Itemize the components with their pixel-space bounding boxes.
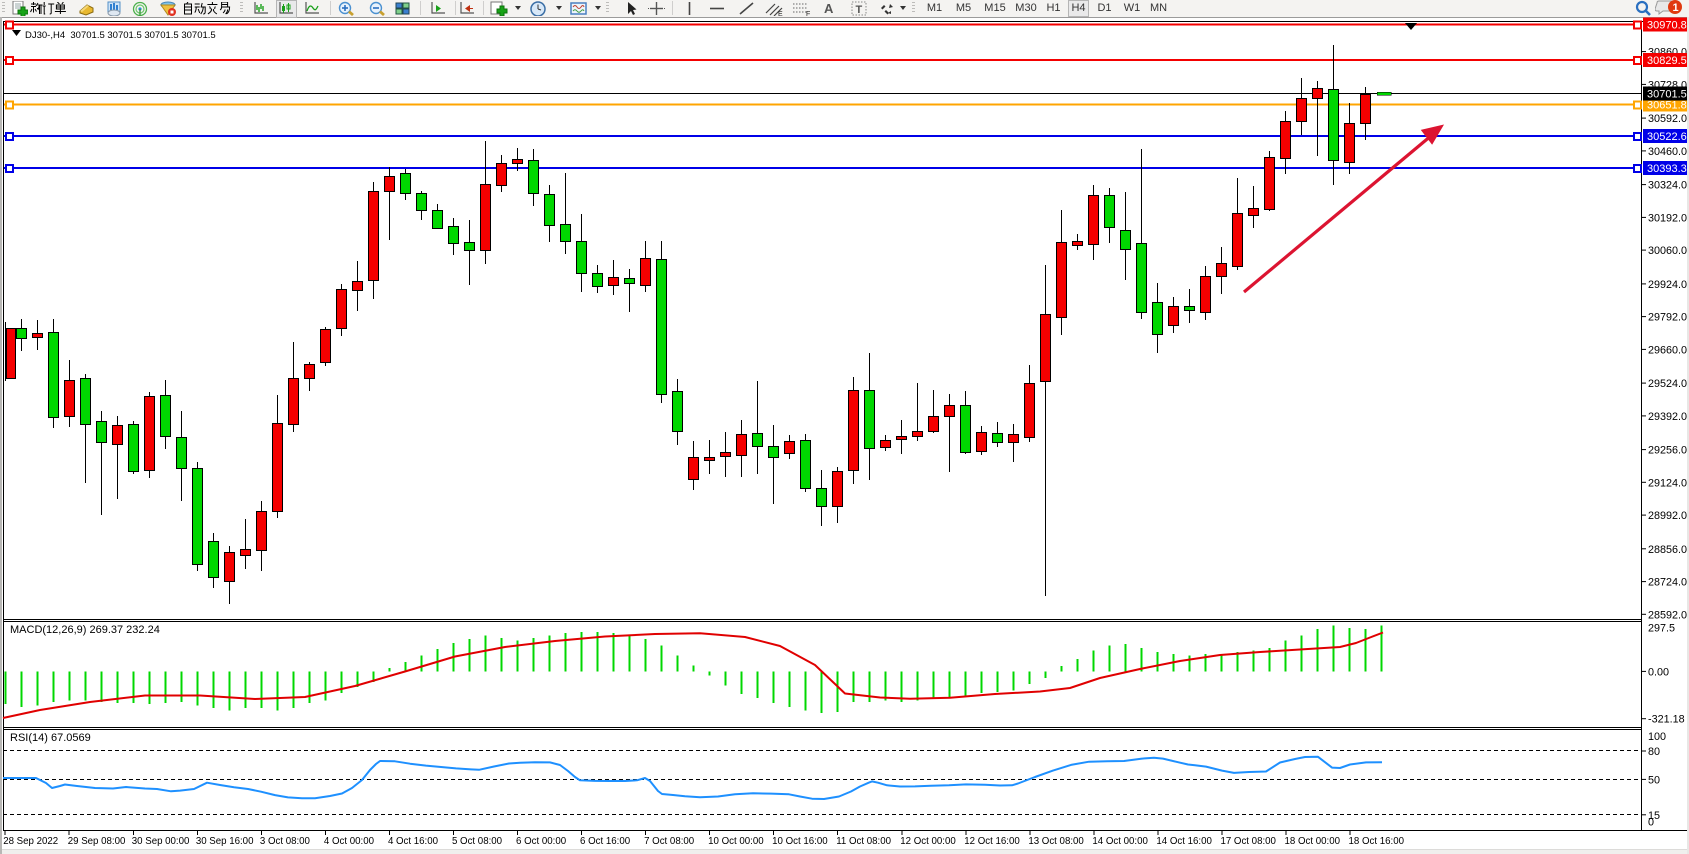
svg-text:10 Oct 16:00: 10 Oct 16:00	[772, 836, 828, 847]
svg-text:29792.0: 29792.0	[1648, 312, 1687, 324]
svg-text:30 Sep 00:00: 30 Sep 00:00	[132, 836, 190, 847]
svg-text:13 Oct 08:00: 13 Oct 08:00	[1028, 836, 1084, 847]
svg-text:0: 0	[1648, 817, 1654, 829]
svg-text:30651.8: 30651.8	[1647, 100, 1687, 112]
svg-text:30393.3: 30393.3	[1647, 163, 1687, 175]
svg-text:6 Oct 00:00: 6 Oct 00:00	[516, 836, 567, 847]
svg-text:28992.0: 28992.0	[1648, 510, 1687, 522]
svg-text:-321.18: -321.18	[1648, 714, 1685, 726]
svg-text:4 Oct 16:00: 4 Oct 16:00	[388, 836, 439, 847]
svg-text:30324.0: 30324.0	[1648, 180, 1687, 192]
svg-text:T: T	[856, 4, 863, 16]
svg-text:18 Oct 00:00: 18 Oct 00:00	[1285, 836, 1341, 847]
svg-text:30701.5: 30701.5	[1647, 89, 1687, 101]
svg-text:29392.0: 29392.0	[1648, 411, 1687, 423]
svg-text:30460.0: 30460.0	[1648, 146, 1687, 158]
svg-text:29 Sep 08:00: 29 Sep 08:00	[68, 836, 126, 847]
svg-text:30829.5: 30829.5	[1647, 55, 1687, 67]
svg-text:28724.0: 28724.0	[1648, 577, 1687, 589]
svg-text:30592.0: 30592.0	[1648, 113, 1687, 125]
svg-text:18 Oct 16:00: 18 Oct 16:00	[1349, 836, 1405, 847]
svg-text:50: 50	[1648, 774, 1660, 786]
svg-text:12 Oct 16:00: 12 Oct 16:00	[964, 836, 1020, 847]
svg-text:30970.8: 30970.8	[1647, 20, 1687, 32]
svg-text:3 Oct 08:00: 3 Oct 08:00	[260, 836, 311, 847]
svg-text:28856.0: 28856.0	[1648, 544, 1687, 556]
svg-text:4 Oct 00:00: 4 Oct 00:00	[324, 836, 375, 847]
svg-text:7 Oct 08:00: 7 Oct 08:00	[644, 836, 695, 847]
svg-text:29256.0: 29256.0	[1648, 445, 1687, 457]
svg-text:30060.0: 30060.0	[1648, 245, 1687, 257]
svg-text:15: 15	[1648, 810, 1660, 822]
svg-text:17 Oct 08:00: 17 Oct 08:00	[1220, 836, 1276, 847]
svg-text:30522.6: 30522.6	[1647, 131, 1687, 143]
svg-text:6 Oct 16:00: 6 Oct 16:00	[580, 836, 631, 847]
svg-text:29524.0: 29524.0	[1648, 378, 1687, 390]
svg-text:29660.0: 29660.0	[1648, 344, 1687, 356]
svg-text:1: 1	[1673, 2, 1679, 14]
svg-text:100: 100	[1648, 731, 1666, 743]
svg-text:E: E	[778, 11, 783, 16]
svg-text:297.5: 297.5	[1648, 623, 1675, 635]
svg-text:28 Sep 2022: 28 Sep 2022	[3, 836, 58, 847]
svg-text:5 Oct 08:00: 5 Oct 08:00	[452, 836, 503, 847]
svg-text:11 Oct 08:00: 11 Oct 08:00	[836, 836, 891, 847]
svg-text:DJ30-,H4 30701.5 30701.5 3070: DJ30-,H4 30701.5 30701.5 30701.5 30701.5	[25, 30, 216, 41]
svg-text:RSI(14) 67.0569: RSI(14) 67.0569	[10, 732, 91, 744]
svg-text:80: 80	[1648, 746, 1660, 758]
svg-text:MACD(12,26,9) 269.37 232.24: MACD(12,26,9) 269.37 232.24	[10, 624, 160, 636]
svg-text:0.00: 0.00	[1648, 666, 1669, 678]
svg-text:14 Oct 16:00: 14 Oct 16:00	[1156, 836, 1212, 847]
svg-text:28592.0: 28592.0	[1648, 609, 1687, 621]
svg-text:30192.0: 30192.0	[1648, 212, 1687, 224]
svg-text:29124.0: 29124.0	[1648, 477, 1687, 489]
svg-text:12 Oct 00:00: 12 Oct 00:00	[900, 836, 956, 847]
svg-text:14 Oct 00:00: 14 Oct 00:00	[1092, 836, 1148, 847]
svg-text:29924.0: 29924.0	[1648, 279, 1687, 291]
svg-text:30 Sep 16:00: 30 Sep 16:00	[196, 836, 254, 847]
svg-text:F: F	[806, 11, 810, 16]
svg-text:10 Oct 00:00: 10 Oct 00:00	[708, 836, 764, 847]
